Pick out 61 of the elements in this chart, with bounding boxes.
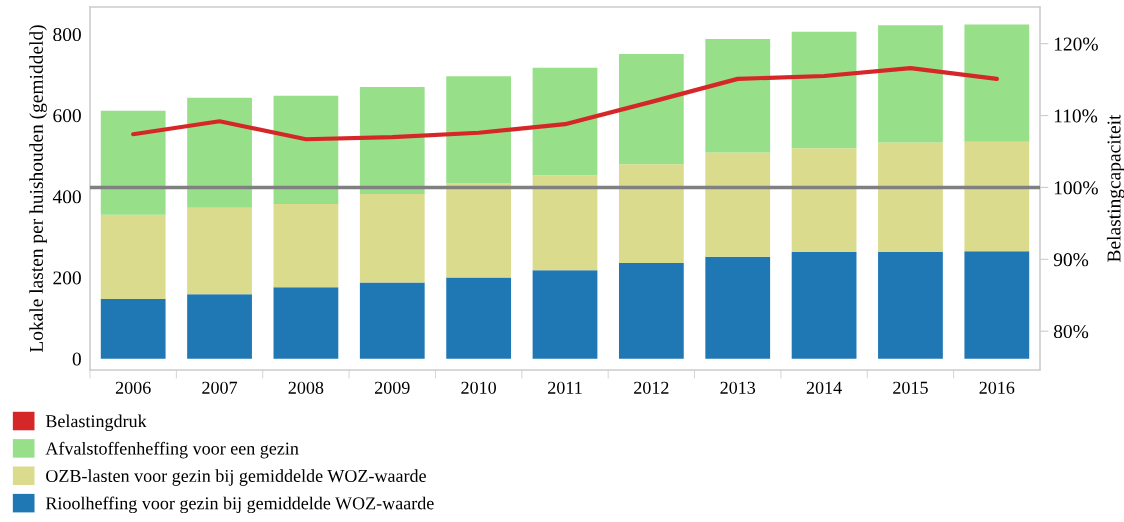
x-tick-label: 2015 [893, 381, 928, 394]
bar [705, 256, 771, 359]
bar [791, 31, 857, 149]
bar [532, 175, 598, 271]
y-tick-label: 800 [53, 27, 81, 42]
legend-label: Rioolheffing voor gezin bij gemiddelde WOZ-waarde [45, 496, 434, 514]
bar [878, 25, 943, 143]
bar [273, 95, 339, 205]
bar [359, 282, 425, 359]
bar [705, 39, 771, 153]
bar [618, 164, 684, 263]
legend-label: Afvalstoffenheffing voor een gezin [45, 441, 299, 459]
line-series [131, 66, 999, 142]
bar [964, 141, 1030, 252]
x-tick-label: 2011 [548, 381, 582, 394]
x-tick-label: 2008 [288, 381, 324, 394]
x-tick-label: 2009 [375, 381, 410, 394]
y2-tick-label: 90% [1053, 253, 1089, 267]
bar [359, 86, 425, 194]
bar [618, 262, 684, 359]
y-tick-label: 200 [53, 271, 81, 285]
bar [273, 204, 339, 288]
bar [446, 76, 512, 184]
bar [100, 299, 166, 359]
x-tick-label: 2010 [461, 381, 496, 394]
bar [446, 183, 512, 278]
bar [532, 270, 598, 359]
bar [791, 148, 857, 252]
legend-label: Belastingdruk [45, 414, 147, 432]
bar [187, 294, 252, 359]
x-tick-label: 2012 [634, 381, 669, 394]
bar [878, 251, 943, 359]
y2-tick-label: 100% [1054, 181, 1098, 195]
bar [878, 142, 943, 252]
x-tick-label: 2007 [202, 381, 238, 394]
bar [532, 67, 598, 176]
bar [273, 287, 339, 359]
y2-tick-label: 110% [1054, 109, 1098, 123]
bar [187, 97, 252, 208]
bar [964, 24, 1030, 142]
y2-tick-label: 80% [1053, 325, 1089, 339]
bar [964, 251, 1030, 359]
bar [446, 277, 512, 359]
y-tick-label: 0 [72, 352, 81, 366]
bar [100, 110, 166, 215]
x-tick-label: 2013 [720, 381, 756, 394]
y2-axis-title: Belastingcapaciteit [1106, 114, 1124, 262]
y-axis-title: Lokale lasten per huishouden (gemiddeld) [29, 25, 47, 353]
y2-tick-label: 120% [1054, 37, 1098, 51]
x-tick-label: 2006 [115, 381, 151, 394]
bar [618, 54, 684, 165]
bar [705, 152, 771, 257]
legend-label: OZB-lasten voor gezin bij gemiddelde WOZ-waarde [46, 469, 426, 486]
bar [187, 207, 252, 295]
bar [100, 214, 166, 300]
bar [791, 251, 857, 359]
x-tick-label: 2014 [806, 381, 842, 394]
y-tick-label: 400 [52, 190, 81, 204]
x-tick-label: 2016 [979, 381, 1015, 394]
y-tick-label: 600 [53, 109, 81, 123]
bar [359, 193, 425, 283]
